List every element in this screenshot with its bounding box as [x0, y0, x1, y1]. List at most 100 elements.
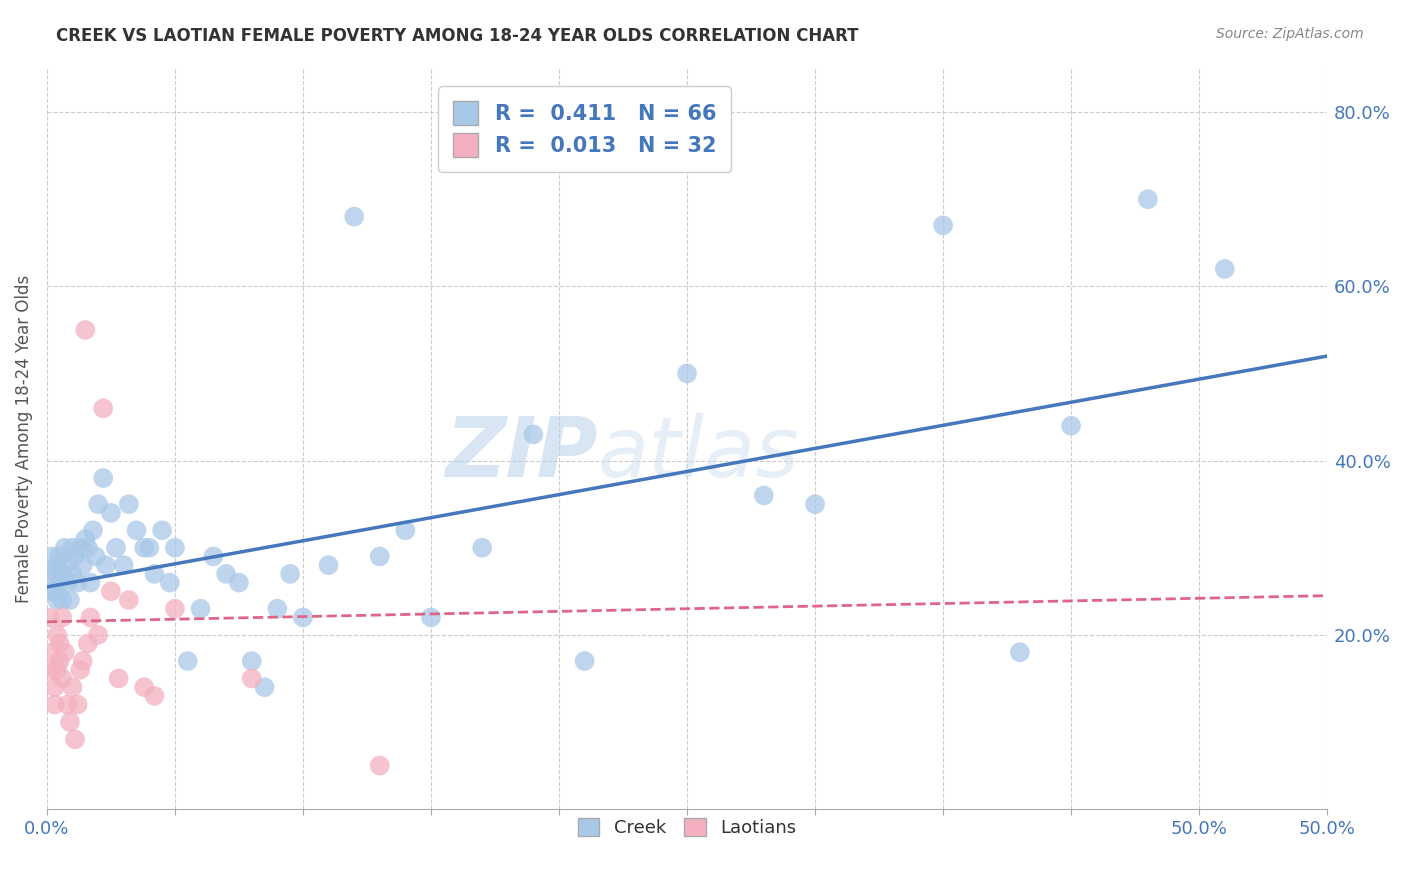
- Point: [177, 654, 200, 668]
- Point: [41, 584, 63, 599]
- Point: [91, 471, 114, 485]
- Point: [75, 323, 97, 337]
- Point: [105, 541, 128, 555]
- Point: [46, 593, 69, 607]
- Point: [134, 680, 156, 694]
- Point: [240, 672, 263, 686]
- Point: [82, 524, 104, 538]
- Point: [163, 541, 186, 555]
- Point: [51, 566, 73, 581]
- Point: [38, 610, 60, 624]
- Point: [44, 698, 66, 712]
- Point: [804, 497, 827, 511]
- Point: [48, 549, 70, 564]
- Point: [278, 566, 301, 581]
- Point: [143, 566, 166, 581]
- Point: [150, 524, 173, 538]
- Point: [56, 698, 79, 712]
- Point: [215, 566, 238, 581]
- Point: [91, 401, 114, 416]
- Point: [53, 645, 76, 659]
- Point: [1060, 418, 1083, 433]
- Text: atlas: atlas: [598, 413, 799, 494]
- Point: [318, 558, 340, 573]
- Point: [107, 672, 129, 686]
- Point: [1136, 192, 1159, 206]
- Point: [253, 680, 276, 694]
- Point: [41, 663, 63, 677]
- Text: CREEK VS LAOTIAN FEMALE POVERTY AMONG 18-24 YEAR OLDS CORRELATION CHART: CREEK VS LAOTIAN FEMALE POVERTY AMONG 18…: [56, 27, 859, 45]
- Point: [51, 672, 73, 686]
- Point: [420, 610, 443, 624]
- Point: [66, 698, 89, 712]
- Point: [240, 654, 263, 668]
- Point: [138, 541, 160, 555]
- Point: [134, 541, 156, 555]
- Point: [59, 593, 82, 607]
- Point: [752, 488, 775, 502]
- Point: [87, 497, 110, 511]
- Point: [38, 566, 60, 581]
- Point: [56, 575, 79, 590]
- Point: [84, 549, 107, 564]
- Point: [41, 645, 63, 659]
- Point: [79, 575, 101, 590]
- Point: [76, 637, 98, 651]
- Point: [46, 628, 69, 642]
- Point: [228, 575, 250, 590]
- Point: [69, 663, 91, 677]
- Point: [125, 524, 148, 538]
- Point: [48, 654, 70, 668]
- Point: [1213, 261, 1236, 276]
- Point: [59, 714, 82, 729]
- Point: [41, 549, 63, 564]
- Point: [62, 566, 84, 581]
- Point: [94, 558, 117, 573]
- Point: [574, 654, 596, 668]
- Point: [79, 610, 101, 624]
- Point: [368, 549, 391, 564]
- Point: [53, 541, 76, 555]
- Point: [676, 367, 699, 381]
- Text: Source: ZipAtlas.com: Source: ZipAtlas.com: [1216, 27, 1364, 41]
- Point: [56, 558, 79, 573]
- Point: [100, 506, 122, 520]
- Point: [46, 663, 69, 677]
- Point: [76, 541, 98, 555]
- Point: [118, 593, 141, 607]
- Point: [63, 549, 86, 564]
- Point: [44, 566, 66, 581]
- Point: [48, 575, 70, 590]
- Point: [62, 680, 84, 694]
- Point: [190, 601, 212, 615]
- Point: [63, 732, 86, 747]
- Point: [100, 584, 122, 599]
- Point: [291, 610, 314, 624]
- Point: [48, 637, 70, 651]
- Point: [72, 654, 94, 668]
- Point: [1008, 645, 1031, 659]
- Point: [75, 532, 97, 546]
- Point: [368, 758, 391, 772]
- Y-axis label: Female Poverty Among 18-24 Year Olds: Female Poverty Among 18-24 Year Olds: [15, 275, 32, 603]
- Point: [44, 584, 66, 599]
- Point: [143, 689, 166, 703]
- Point: [394, 524, 416, 538]
- Point: [62, 541, 84, 555]
- Point: [66, 575, 89, 590]
- Point: [343, 210, 366, 224]
- Point: [51, 593, 73, 607]
- Point: [46, 558, 69, 573]
- Point: [72, 558, 94, 573]
- Point: [112, 558, 135, 573]
- Point: [471, 541, 494, 555]
- Point: [159, 575, 181, 590]
- Point: [87, 628, 110, 642]
- Point: [202, 549, 225, 564]
- Legend: Creek, Laotians: Creek, Laotians: [571, 811, 804, 845]
- Point: [266, 601, 288, 615]
- Point: [522, 427, 544, 442]
- Point: [163, 601, 186, 615]
- Point: [932, 219, 955, 233]
- Point: [44, 680, 66, 694]
